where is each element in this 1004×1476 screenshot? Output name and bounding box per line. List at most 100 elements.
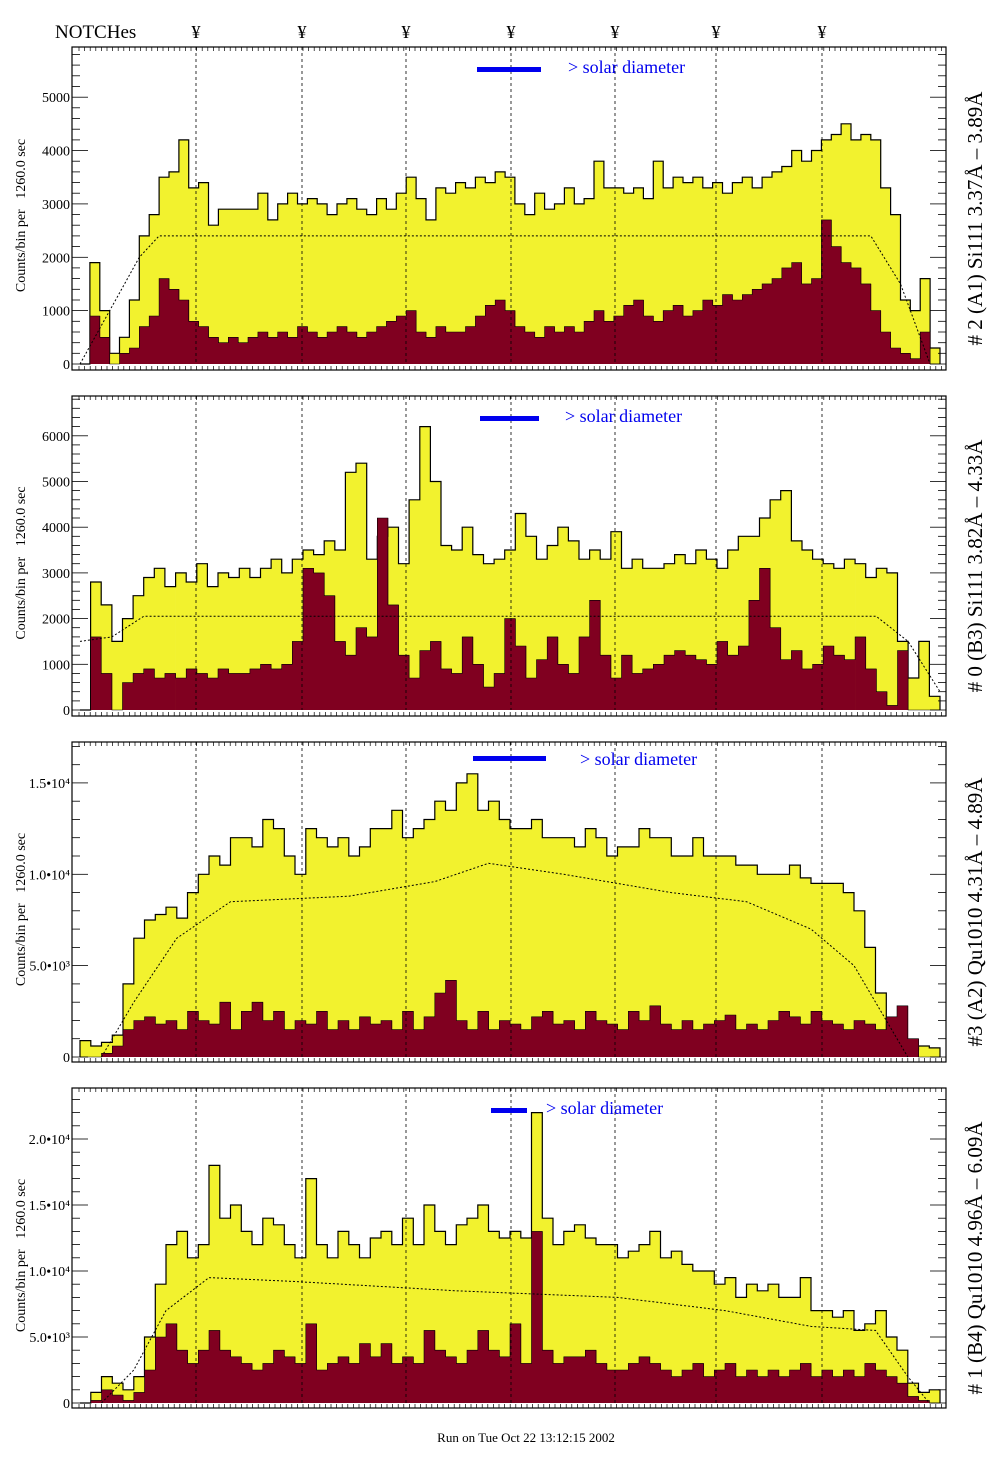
partial-bar (239, 673, 251, 710)
partial-bar (589, 600, 601, 710)
partial-bar (886, 1016, 898, 1057)
partial-bar (547, 636, 559, 710)
solar-diameter-legend-label: > solar diameter (568, 57, 685, 77)
partial-bar (504, 618, 516, 710)
total-bar (802, 550, 813, 710)
partial-bar (359, 1343, 371, 1403)
total-bar (348, 856, 360, 1057)
partial-bar (426, 337, 437, 364)
total-bar (639, 828, 651, 1057)
total-bar (683, 182, 694, 364)
partial-bar (663, 310, 674, 364)
total-bar (812, 559, 824, 710)
total-bar (742, 177, 753, 364)
total-bar (843, 892, 855, 1057)
partial-bar (653, 664, 665, 710)
total-bar (875, 1310, 887, 1403)
partial-bar (409, 678, 421, 710)
partial-bar (424, 1330, 436, 1403)
partial-bar (101, 1053, 113, 1057)
total-bar (706, 559, 718, 710)
partial-bar (735, 1376, 747, 1403)
partial-bar (759, 568, 771, 710)
total-bar (101, 604, 113, 710)
y-tick-label: 1.0•10⁴ (29, 1265, 70, 1280)
partial-bar (381, 1343, 393, 1403)
partial-bar (164, 673, 176, 710)
total-bar (671, 856, 683, 1057)
partial-bar (430, 641, 442, 710)
partial-bar (603, 321, 615, 364)
total-bar (603, 187, 615, 364)
partial-bar (851, 267, 862, 364)
total-bar (178, 139, 190, 364)
partial-bar (101, 1389, 113, 1403)
partial-bar (112, 1395, 124, 1403)
partial-bar (653, 321, 664, 364)
partial-bar (248, 337, 259, 364)
chart-panel-2: 0 5.0•10³ 1.0•10⁴ 1.5•10⁴ Counts/bin per 126… (14, 741, 987, 1066)
partial-bar (434, 993, 446, 1057)
total-bar (409, 499, 421, 710)
partial-bar (553, 1363, 565, 1403)
partial-bar (574, 1029, 586, 1057)
total-bar (445, 810, 457, 1057)
total-bar (864, 947, 876, 1057)
partial-bar (345, 655, 357, 710)
total-bar (376, 198, 387, 364)
partial-bar (746, 1024, 758, 1057)
total-bar (485, 182, 496, 364)
partial-bar (307, 332, 318, 364)
partial-bar (714, 1020, 726, 1057)
partial-bar (563, 1020, 575, 1057)
partial-bar (101, 673, 113, 710)
partial-bar (585, 1350, 597, 1403)
partial-bar (843, 1029, 855, 1057)
y-tick-label: 1.5•10⁴ (29, 777, 70, 792)
total-bar (257, 193, 269, 364)
total-bar (334, 550, 346, 710)
total-bar (632, 559, 644, 710)
total-bar (297, 203, 308, 364)
total-bar (568, 540, 580, 710)
partial-bar (166, 1323, 178, 1403)
total-bar (143, 577, 155, 710)
partial-bar (386, 321, 397, 364)
partial-bar (338, 1356, 350, 1403)
partial-bar (855, 636, 867, 710)
total-bar (119, 337, 130, 364)
total-bar (327, 214, 338, 364)
partial-bar (514, 326, 526, 364)
partial-bar (876, 691, 888, 710)
total-bar (164, 586, 176, 710)
total-bar (594, 161, 605, 364)
partial-bar (284, 1029, 296, 1057)
total-bar (833, 568, 845, 710)
total-bar (188, 187, 199, 364)
total-bar (703, 1271, 715, 1403)
total-bar (547, 545, 559, 710)
partial-bar (594, 310, 605, 364)
panel-title: #3 (A2) Qu1010 4.31Å – 4.89Å (963, 777, 987, 1047)
partial-bar (467, 1350, 479, 1403)
total-bar (832, 1317, 844, 1403)
total-bar (738, 536, 750, 710)
partial-bar (456, 1363, 468, 1403)
total-bar (494, 559, 506, 710)
total-bar (154, 568, 166, 710)
partial-bar (133, 1020, 145, 1057)
partial-bar (198, 1020, 210, 1057)
total-bar (596, 1244, 608, 1403)
partial-bar (752, 289, 763, 364)
partial-bar (338, 1020, 350, 1057)
total-bar (488, 801, 500, 1057)
partial-bar (187, 1011, 199, 1057)
y-tick-label: 3000 (42, 567, 70, 582)
total-bar (574, 846, 586, 1057)
partial-bar (348, 1029, 360, 1057)
total-bar (252, 1244, 264, 1403)
total-bar (542, 837, 554, 1057)
y-tick-label: 2000 (42, 613, 70, 628)
partial-bar (238, 342, 249, 364)
total-bar (499, 819, 511, 1057)
